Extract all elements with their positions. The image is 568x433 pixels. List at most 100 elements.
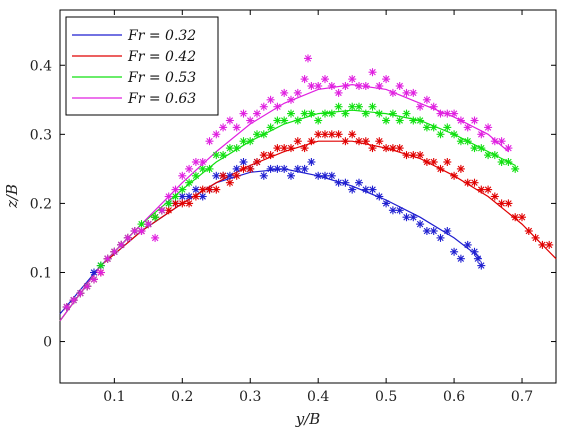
asterisk-stroke: [90, 276, 98, 283]
data-point-series-3: [463, 123, 472, 132]
data-point-series-2: [171, 192, 180, 201]
data-point-series-3: [388, 88, 397, 97]
asterisk-stroke: [219, 124, 227, 131]
data-point-series-0: [368, 185, 377, 194]
data-point-series-1: [456, 164, 465, 173]
data-point-series-3: [171, 185, 180, 194]
data-point-series-1: [348, 130, 357, 139]
asterisk-stroke: [206, 186, 213, 193]
asterisk-stroke: [369, 144, 376, 152]
data-point-series-3: [470, 116, 479, 125]
data-point-series-3: [151, 233, 160, 242]
asterisk-stroke: [478, 186, 485, 193]
asterisk-stroke: [335, 89, 342, 97]
asterisk-stroke: [185, 179, 193, 186]
asterisk-stroke: [63, 303, 70, 311]
asterisk-stroke: [247, 138, 254, 145]
data-point-series-0: [273, 164, 282, 173]
data-point-series-2: [463, 137, 472, 146]
data-point-series-3: [117, 240, 126, 249]
data-point-series-0: [463, 240, 472, 249]
data-point-series-0: [293, 164, 302, 173]
data-point-series-0: [300, 164, 309, 173]
asterisk-stroke: [192, 186, 200, 193]
data-point-series-1: [307, 137, 316, 146]
asterisk-stroke: [471, 248, 478, 255]
data-point-series-1: [205, 185, 214, 194]
asterisk-stroke: [83, 283, 91, 290]
asterisk-stroke: [423, 96, 431, 103]
asterisk-stroke: [355, 179, 363, 186]
data-point-series-2: [266, 123, 275, 132]
asterisk-stroke: [179, 186, 186, 193]
data-point-series-0: [456, 254, 465, 263]
asterisk-stroke: [512, 214, 519, 221]
data-point-series-3: [422, 95, 431, 104]
data-point-series-0: [185, 192, 194, 201]
data-point-series-1: [388, 144, 397, 153]
asterisk-stroke: [484, 186, 492, 193]
data-point-series-2: [293, 116, 302, 125]
data-point-series-3: [293, 88, 302, 97]
data-point-series-2: [504, 158, 513, 166]
asterisk-stroke: [77, 290, 84, 297]
data-point-series-2: [232, 144, 241, 153]
asterisk-stroke: [328, 131, 335, 138]
data-point-series-1: [361, 137, 370, 146]
asterisk-stroke: [124, 234, 132, 242]
asterisk-stroke: [376, 138, 383, 145]
asterisk-stroke: [233, 172, 240, 179]
data-point-series-3: [130, 227, 139, 235]
x-tick-label: 0.5: [375, 389, 397, 405]
asterisk-stroke: [199, 158, 206, 166]
asterisk-stroke: [281, 144, 288, 152]
y-tick-label: 0: [43, 335, 52, 351]
data-point-series-2: [348, 102, 357, 111]
asterisk-stroke: [396, 82, 403, 90]
asterisk-stroke: [478, 131, 485, 138]
data-point-series-0: [239, 158, 248, 166]
data-point-series-0: [287, 171, 295, 180]
data-point-series-1: [375, 137, 384, 146]
data-point-series-2: [334, 102, 343, 111]
data-point-series-3: [266, 95, 275, 104]
data-point-series-2: [164, 199, 173, 208]
data-point-series-1: [212, 185, 221, 194]
data-markers: [62, 54, 554, 311]
asterisk-stroke: [335, 131, 342, 138]
asterisk-stroke: [403, 110, 410, 117]
data-point-series-1: [504, 199, 513, 208]
data-point-series-3: [178, 171, 187, 180]
asterisk-stroke: [444, 110, 451, 117]
asterisk-stroke: [328, 172, 335, 179]
asterisk-stroke: [505, 158, 512, 166]
data-point-series-0: [314, 171, 323, 180]
fit-line-series-2: [59, 109, 516, 322]
data-point-series-0: [470, 247, 479, 256]
data-point-series-2: [416, 116, 425, 125]
data-point-series-3: [62, 303, 71, 311]
data-point-series-0: [212, 171, 221, 180]
asterisk-stroke: [478, 262, 485, 269]
data-point-series-1: [253, 158, 261, 166]
fit-lines: [59, 83, 557, 322]
x-tick-label: 0.3: [239, 389, 261, 405]
data-point-series-3: [327, 82, 336, 90]
asterisk-stroke: [355, 103, 363, 110]
data-point-series-1: [395, 144, 404, 153]
asterisk-stroke: [430, 103, 437, 110]
data-point-series-2: [511, 164, 520, 173]
asterisk-stroke: [233, 124, 240, 131]
data-point-series-3: [307, 82, 316, 90]
data-point-series-2: [259, 130, 268, 139]
data-point-series-3: [76, 289, 85, 298]
data-point-series-2: [477, 144, 486, 153]
data-point-series-3: [225, 116, 234, 125]
data-point-series-3: [83, 282, 92, 291]
asterisk-stroke: [464, 179, 471, 186]
data-point-series-1: [450, 171, 459, 180]
asterisk-stroke: [294, 138, 301, 145]
asterisk-stroke: [491, 151, 499, 159]
asterisk-stroke: [382, 75, 390, 83]
